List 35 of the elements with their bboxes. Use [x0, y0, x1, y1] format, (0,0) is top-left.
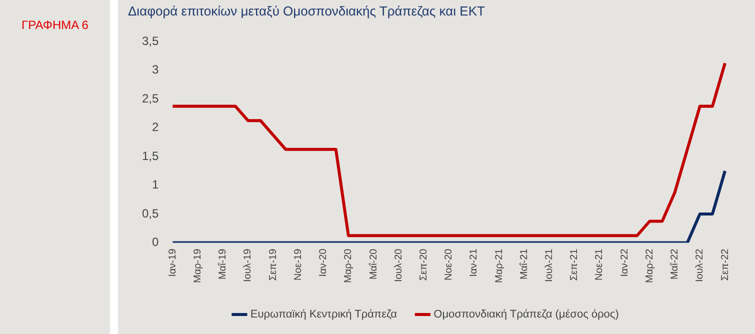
legend-label: Ευρωπαϊκή Κεντρική Τράπεζα — [250, 308, 398, 321]
chart-title: Διαφορά επιτοκίων μεταξύ Ομοσπονδιακής Τράπεζας και ΕΚΤ — [128, 3, 485, 18]
x-tick-label: Ιαν-22 — [619, 248, 630, 277]
x-tick-label: Ιουλ-20 — [393, 248, 404, 282]
x-tick-label: Ιουλ-19 — [242, 248, 254, 282]
y-tick-label: 1 — [152, 178, 159, 192]
x-tick-label: Μαρ-22 — [644, 248, 656, 284]
x-tick-label: Μαΐ-19 — [218, 248, 229, 280]
x-tick-label: Ιουλ-22 — [694, 248, 706, 282]
y-tick-label: 0 — [152, 235, 159, 250]
y-tick-label: 3,5 — [142, 34, 159, 48]
y-tick-label: 3 — [152, 62, 159, 77]
legend-label: Ομοσπονδιακή Τράπεζα (μέσος όρος) — [434, 308, 619, 321]
x-tick-label: Σεπ-21 — [569, 248, 580, 281]
x-tick-label: Σεπ-19 — [268, 248, 279, 281]
x-tick-label: Μαΐ-21 — [518, 248, 530, 280]
y-tick-label: 1,5 — [142, 148, 159, 163]
y-tick-label: 2 — [152, 120, 159, 134]
x-tick-label: Μαρ-21 — [494, 248, 505, 284]
x-tick-label: Μαρ-20 — [343, 248, 354, 284]
x-tick-label: Μαΐ-22 — [670, 248, 681, 280]
y-tick-label: 2,5 — [142, 91, 159, 106]
y-tick-label: 0,5 — [142, 206, 159, 220]
x-tick-label: Νοε-21 — [594, 248, 606, 280]
x-tick-label: Ιαν-20 — [318, 248, 330, 277]
x-tick-label: Σεπ-22 — [720, 248, 731, 281]
x-tick-label: Ιαν-21 — [468, 248, 480, 277]
x-tick-label: Μαΐ-20 — [368, 248, 380, 280]
x-tick-label: Μαρ-19 — [192, 248, 204, 284]
text: ΓΡΑΦΗΜΑ 6 — [20, 18, 90, 32]
x-tick-label: Νοε-20 — [444, 248, 455, 280]
x-tick-label: Ιαν-19 — [167, 248, 178, 277]
x-tick-label: Σεπ-20 — [418, 248, 430, 281]
x-tick-label: Ιουλ-21 — [544, 248, 556, 282]
x-tick-label: Νοε-19 — [292, 248, 304, 280]
